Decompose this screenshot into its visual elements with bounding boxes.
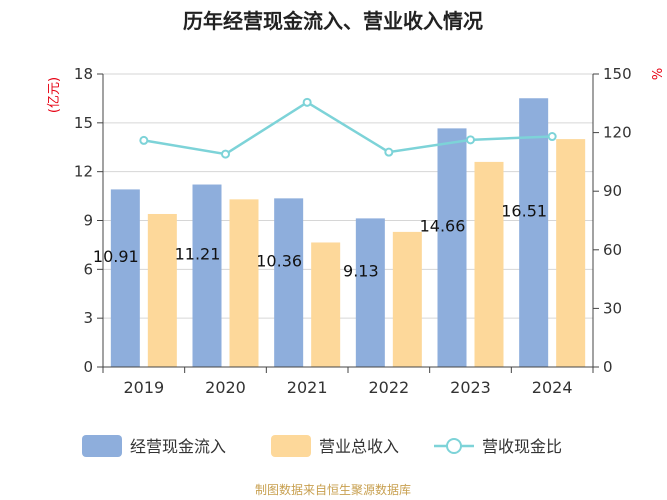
legend-label-revenue: 营业总收入 [319, 437, 399, 456]
bar-data-label: 14.66 [420, 216, 466, 235]
ratio-point [139, 135, 149, 145]
legend-swatch-ratio-marker [446, 438, 462, 454]
bars [110, 98, 586, 367]
y-axis-unit: (亿元) [47, 77, 62, 113]
bar-cash-inflow [437, 128, 467, 367]
data-labels: 10.91 11.21 10.36 9.13 14.66 16.51 [93, 201, 547, 280]
x-tick-label: 2019 [123, 378, 164, 397]
axes: 0 3 6 9 12 15 18 0 30 60 90 120 150 2019 2020 2021 2022 2… [74, 65, 632, 397]
y-tick-label: 6 [83, 260, 93, 278]
y-tick-label: 9 [83, 212, 93, 230]
x-tick-label: 2021 [287, 378, 328, 397]
bar-cash-inflow [110, 189, 140, 367]
y2-tick-label: 150 [603, 65, 632, 83]
source-note: 制图数据来自恒生聚源数据库 [255, 482, 411, 497]
legend-swatch-cash-inflow [82, 435, 122, 457]
grid [103, 73, 593, 319]
legend: 经营现金流入 营业总收入 营收现金比 [82, 435, 562, 457]
x-tick-label: 2024 [532, 378, 573, 397]
legend-swatch-revenue [271, 435, 311, 457]
bar-revenue [392, 231, 422, 367]
bar-data-label: 10.91 [93, 247, 139, 266]
x-tick-label: 2022 [368, 378, 409, 397]
bar-revenue [229, 199, 259, 367]
bar-revenue [474, 161, 504, 367]
x-tick-label: 2023 [450, 378, 491, 397]
legend-label-ratio: 营收现金比 [482, 437, 562, 456]
bar-cash-inflow [192, 184, 222, 367]
y-tick-label: 15 [74, 114, 93, 132]
ratio-point [384, 147, 394, 157]
y-tick-label: 18 [74, 65, 93, 83]
bar-revenue [311, 242, 341, 367]
y2-tick-label: 90 [603, 182, 622, 200]
bar-data-label: 11.21 [175, 244, 221, 263]
bar-data-label: 9.13 [343, 261, 379, 280]
ratio-line [139, 97, 557, 159]
x-tick-label: 2020 [205, 378, 246, 397]
ratio-point [302, 97, 312, 107]
y-tick-label: 12 [74, 163, 93, 181]
bar-data-label: 10.36 [256, 251, 302, 270]
bar-cash-inflow [274, 198, 304, 367]
y2-tick-label: 60 [603, 241, 622, 259]
ratio-line-path [143, 100, 553, 156]
ratio-point [221, 149, 230, 159]
bar-data-label: 16.51 [501, 201, 547, 220]
bar-revenue [147, 213, 177, 367]
y-tick-label: 0 [83, 358, 93, 376]
y2-tick-label: 30 [603, 299, 622, 317]
bar-revenue [556, 139, 586, 367]
y2-axis-unit: % [651, 68, 666, 80]
y2-tick-label: 0 [603, 358, 613, 376]
bar-cash-inflow [355, 218, 385, 367]
y2-tick-label: 120 [603, 124, 632, 142]
bar-cash-inflow [519, 98, 549, 367]
legend-label-cash-inflow: 经营现金流入 [130, 437, 226, 456]
chart-title: 历年经营现金流入、营业收入情况 [183, 9, 483, 33]
ratio-point [547, 132, 557, 142]
y-tick-label: 3 [83, 309, 93, 327]
ratio-point [466, 135, 475, 145]
